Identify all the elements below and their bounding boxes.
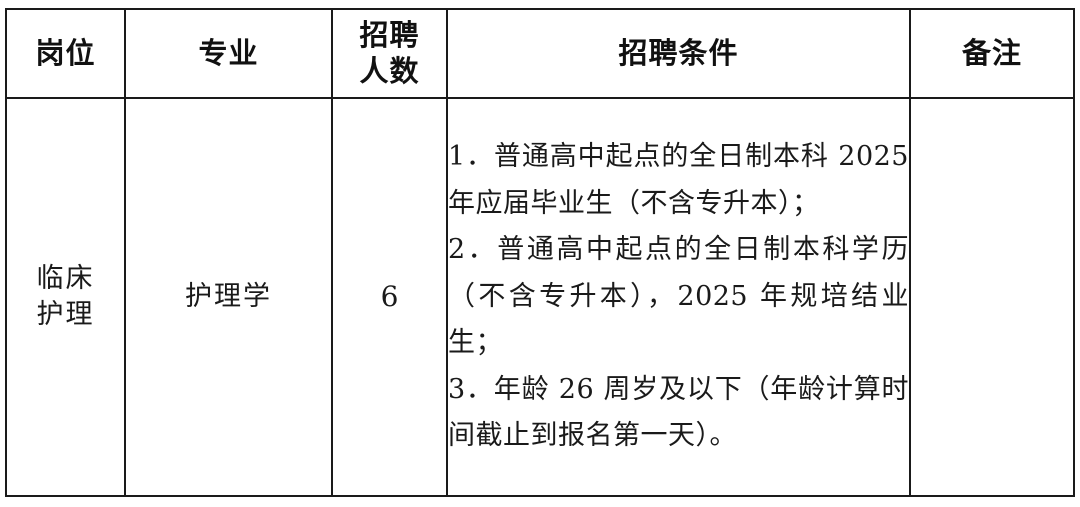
cell-major-value: 护理学 [185, 280, 272, 312]
cell-count: 6 [331, 97, 448, 497]
condition-item-3: 3．年龄 26 周岁及以下（年龄计算时间截止到报名第一天）。 [448, 373, 909, 452]
column-header-count-label-line1: 招聘 [359, 18, 420, 53]
cell-count-value: 6 [380, 280, 399, 314]
column-header-remark-label: 备注 [961, 35, 1022, 70]
table-header: 岗位 专业 招聘 人数 招聘条件 备注 [5, 8, 1075, 99]
column-header-post: 岗位 [5, 8, 126, 99]
recruitment-table: 岗位 专业 招聘 人数 招聘条件 备注 临床 [5, 8, 1075, 497]
table-header-row: 岗位 专业 招聘 人数 招聘条件 备注 [5, 8, 1075, 99]
column-header-major-label: 专业 [198, 35, 259, 70]
cell-remark [909, 97, 1075, 497]
cell-post-line2: 护理 [36, 299, 95, 330]
cell-major: 护理学 [124, 97, 333, 497]
column-header-count: 招聘 人数 [331, 8, 448, 99]
cell-conditions: 1．普通高中起点的全日制本科 2025 年应届毕业生（不含专升本）； 2．普通高… [446, 97, 911, 497]
cell-post: 临床 护理 [5, 97, 126, 497]
condition-item-2: 2．普通高中起点的全日制本科学历（不含专升本），2025 年规培结业生； [448, 234, 909, 359]
column-header-conditions: 招聘条件 [446, 8, 911, 99]
table-body: 临床 护理 护理学 6 1．普通高中起点的全日制本科 2025 年应届毕业生（不… [5, 97, 1075, 497]
column-header-post-label: 岗位 [35, 35, 96, 70]
table-row: 临床 护理 护理学 6 1．普通高中起点的全日制本科 2025 年应届毕业生（不… [5, 97, 1075, 497]
column-header-major: 专业 [124, 8, 333, 99]
column-header-conditions-label: 招聘条件 [618, 35, 739, 70]
cell-post-line1: 临床 [36, 262, 95, 294]
column-header-remark: 备注 [909, 8, 1075, 99]
conditions-list: 1．普通高中起点的全日制本科 2025 年应届毕业生（不含专升本）； 2．普通高… [448, 134, 909, 459]
condition-item-1: 1．普通高中起点的全日制本科 2025 年应届毕业生（不含专升本）； [448, 141, 909, 219]
column-header-count-label-line2: 人数 [359, 53, 420, 88]
